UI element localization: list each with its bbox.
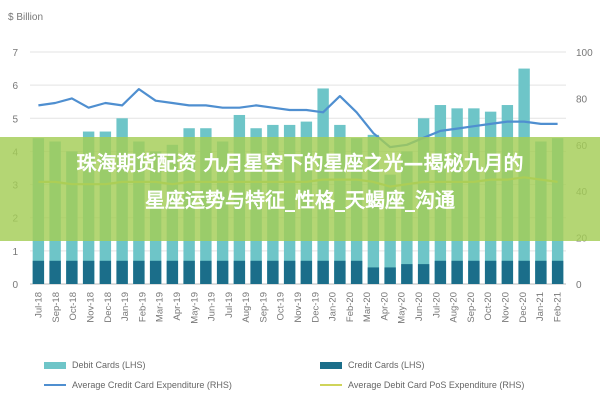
bar-credit-cards	[99, 260, 112, 284]
left-axis-unit-label: $ Billion	[8, 12, 43, 23]
bar-credit-cards	[66, 260, 78, 284]
bar-credit-cards	[200, 260, 212, 284]
bar-credit-cards	[350, 260, 363, 284]
x-axis-tick-label: Jan-19	[120, 292, 131, 321]
bar-credit-cards	[250, 260, 262, 284]
x-axis-tick-label: May-19	[189, 292, 200, 324]
right-axis-tick-label: 0	[576, 280, 582, 291]
left-axis-tick-label: 6	[12, 81, 18, 92]
bar-credit-cards	[535, 260, 547, 284]
bar-credit-cards	[166, 260, 179, 284]
legend-label-debit: Debit Cards (LHS)	[72, 360, 146, 370]
bar-credit-cards	[334, 260, 346, 284]
bar-credit-cards	[283, 260, 296, 284]
x-axis-tick-label: Jun-20	[414, 292, 425, 321]
legend-swatch-credit	[320, 361, 342, 369]
x-axis-tick-label: Aug-19	[241, 292, 252, 323]
x-axis-tick-label: Sep-18	[51, 292, 62, 323]
x-axis-tick-label: Sep-20	[466, 292, 477, 323]
line-avg-credit-expenditure	[38, 87, 558, 149]
bar-credit-cards	[32, 260, 45, 284]
right-axis-tick-label: 100	[576, 48, 593, 59]
x-axis-tick-label: Feb-19	[137, 292, 148, 322]
bar-credit-cards	[384, 267, 396, 284]
x-axis-tick-label: May-20	[397, 292, 408, 324]
left-axis-tick-label: 0	[12, 280, 18, 291]
x-axis-tick-label: Jul-18	[34, 292, 45, 318]
x-axis-tick-label: Aug-20	[449, 292, 460, 323]
x-axis-tick-label: Dec-18	[103, 292, 114, 323]
bar-credit-cards	[417, 264, 430, 284]
x-axis-tick-label: Jul-20	[431, 292, 442, 318]
x-axis-tick-label: Jan-20	[328, 292, 339, 321]
chart-legend: Debit Cards (LHS) Credit Cards (LHS) Ave…	[0, 348, 600, 400]
bar-credit-cards	[468, 260, 480, 284]
legend-swatch-debit	[44, 361, 66, 369]
x-axis-tick-label: Nov-19	[293, 292, 304, 323]
x-axis-tick-label: Apr-19	[172, 292, 183, 321]
overlay-line-1: 珠海期货配资 九月星空下的星座之光—揭秘九月的	[76, 151, 524, 175]
x-axis-tick-label: Feb-20	[345, 292, 356, 322]
bar-credit-cards	[149, 260, 162, 284]
x-axis-tick-label: Oct-19	[276, 292, 287, 321]
promo-overlay-text: 珠海期货配资 九月星空下的星座之光—揭秘九月的 星座运势与特征_性格_天蝎座_沟…	[0, 145, 600, 219]
legend-debit-cards: Debit Cards (LHS)	[44, 360, 146, 370]
x-axis-tick-label: Nov-18	[86, 292, 97, 323]
bar-credit-cards	[216, 260, 229, 284]
legend-label-avg-credit: Average Credit Card Expenditure (RHS)	[72, 380, 232, 390]
bar-credit-cards	[501, 260, 514, 284]
x-axis-tick-label: Oct-18	[68, 292, 79, 321]
x-axis-tick-label: Oct-20	[483, 292, 494, 321]
right-axis-tick-label: 80	[576, 94, 588, 105]
bar-credit-cards	[518, 260, 530, 284]
bar-credit-cards	[267, 260, 279, 284]
bar-credit-cards	[367, 267, 380, 284]
x-axis-tick-label: Nov-20	[501, 292, 512, 323]
bar-credit-cards	[183, 260, 195, 284]
legend-swatch-avg-debit	[320, 384, 342, 386]
x-axis-tick-label: Mar-20	[362, 292, 373, 322]
bar-credit-cards	[82, 260, 95, 284]
x-axis-tick-label: Jun-19	[207, 292, 218, 321]
legend-swatch-avg-credit	[44, 384, 66, 386]
x-axis-tick-label: Dec-20	[518, 292, 529, 323]
x-axis-tick-label: Jan-21	[535, 292, 546, 321]
overlay-line-2: 星座运势与特征_性格_天蝎座_沟通	[145, 188, 455, 212]
legend-avg-credit-expenditure: Average Credit Card Expenditure (RHS)	[44, 380, 232, 390]
legend-credit-cards: Credit Cards (LHS)	[320, 360, 425, 370]
x-axis-tick-label: Apr-20	[380, 292, 391, 321]
promo-overlay-band	[0, 137, 600, 241]
x-axis-tick-label: Dec-19	[310, 292, 321, 323]
bar-credit-cards	[317, 260, 329, 284]
bar-credit-cards	[49, 260, 61, 284]
x-axis-tick-label: Jul-19	[224, 292, 235, 318]
bar-credit-cards	[401, 264, 413, 284]
bar-credit-cards	[116, 260, 128, 284]
bar-credit-cards	[434, 260, 447, 284]
bar-credit-cards	[133, 260, 145, 284]
bar-credit-cards	[551, 260, 564, 284]
left-axis-tick-label: 7	[12, 48, 18, 59]
bar-credit-cards	[451, 260, 463, 284]
bar-credit-cards	[233, 260, 246, 284]
x-axis-tick-label: Sep-19	[258, 292, 269, 323]
left-axis-tick-label: 1	[12, 247, 18, 258]
x-axis-tick-label: Mar-19	[155, 292, 166, 322]
bar-credit-cards	[300, 260, 313, 284]
legend-avg-debit-pos-expenditure: Average Debit Card PoS Expenditure (RHS)	[320, 380, 524, 390]
bar-credit-cards	[484, 260, 497, 284]
left-axis-tick-label: 5	[12, 114, 18, 125]
legend-label-avg-debit: Average Debit Card PoS Expenditure (RHS)	[348, 380, 525, 390]
x-axis-tick-label: Feb-21	[552, 292, 563, 322]
legend-label-credit: Credit Cards (LHS)	[348, 360, 425, 370]
